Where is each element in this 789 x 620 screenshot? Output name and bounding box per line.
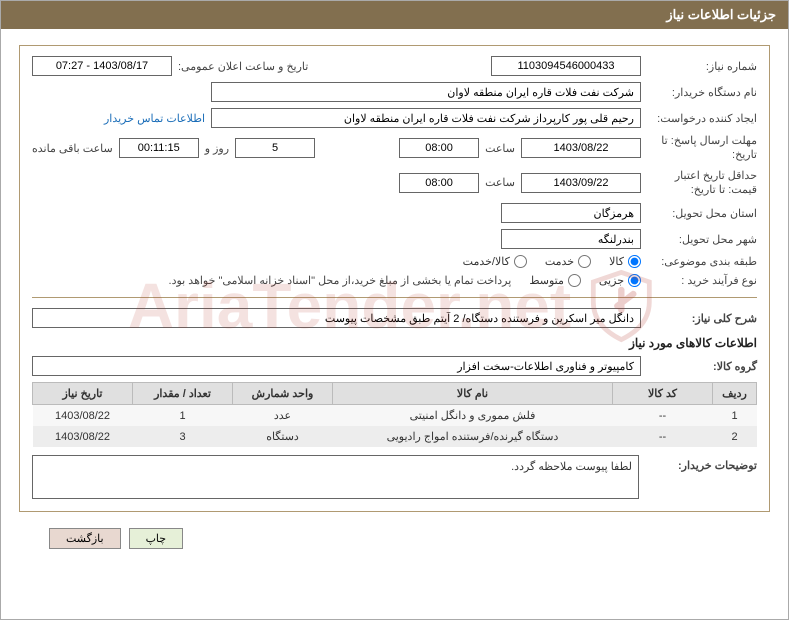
label-province: استان محل تحویل:	[647, 207, 757, 220]
row-purchase-type: نوع فرآیند خرید : جزیی متوسط پرداخت تمام…	[32, 274, 757, 287]
row-buyer-org: نام دستگاه خریدار:	[32, 82, 757, 102]
page-container: جزئیات اطلاعات نیاز شماره نیاز: تاریخ و …	[0, 0, 789, 620]
row-summary: شرح کلی نیاز:	[32, 308, 757, 328]
label-hour-2: ساعت	[485, 176, 515, 189]
table-cell-idx: 2	[713, 426, 757, 447]
table-cell-unit: دستگاه	[233, 426, 333, 447]
table-cell-unit: عدد	[233, 405, 333, 427]
row-city: شهر محل تحویل:	[32, 229, 757, 249]
province-input[interactable]	[501, 203, 641, 223]
label-need-number: شماره نیاز:	[647, 60, 757, 73]
contact-link[interactable]: اطلاعات تماس خریدار	[104, 112, 205, 125]
th-date: تاریخ نیاز	[33, 383, 133, 405]
deadline-remain-input[interactable]	[119, 138, 199, 158]
row-deadline: مهلت ارسال پاسخ: تا تاریخ: ساعت روز و سا…	[32, 134, 757, 163]
label-purchase-type: نوع فرآیند خرید :	[647, 274, 757, 287]
title-text: جزئیات اطلاعات نیاز	[666, 7, 776, 22]
row-need-number: شماره نیاز: تاریخ و ساعت اعلان عمومی:	[32, 56, 757, 76]
table-cell-code: --	[613, 426, 713, 447]
label-deadline: مهلت ارسال پاسخ: تا تاریخ:	[647, 134, 757, 163]
table-cell-qty: 1	[133, 405, 233, 427]
table-cell-date: 1403/08/22	[33, 426, 133, 447]
table-cell-name: فلش مموری و دانگل امنیتی	[333, 405, 613, 427]
label-announce-datetime: تاریخ و ساعت اعلان عمومی:	[178, 60, 308, 73]
radio-pur-0[interactable]	[628, 274, 641, 287]
th-code: کد کالا	[613, 383, 713, 405]
radio-cat-2[interactable]	[514, 255, 527, 268]
validity-date-input[interactable]	[521, 173, 641, 193]
row-category: طبقه بندی موضوعی: کالا خدمت کالا/خدمت	[32, 255, 757, 268]
payment-note: پرداخت تمام یا بخشی از مبلغ خرید،از محل …	[169, 274, 512, 287]
deadline-hour-input[interactable]	[399, 138, 479, 158]
label-goods-group: گروه کالا:	[647, 360, 757, 373]
table-cell-code: --	[613, 405, 713, 427]
table-cell-date: 1403/08/22	[33, 405, 133, 427]
table-cell-name: دستگاه گیرنده/فرستنده امواج رادیویی	[333, 426, 613, 447]
row-province: استان محل تحویل:	[32, 203, 757, 223]
city-input[interactable]	[501, 229, 641, 249]
buyer-notes-box[interactable]: لطفا پیوست ملاحظه گردد.	[32, 455, 639, 499]
label-remaining: ساعت باقی مانده	[32, 142, 113, 155]
radio-pur-1[interactable]	[568, 274, 581, 287]
radio-purchase-minor[interactable]: جزیی	[599, 274, 641, 287]
row-validity: حداقل تاریخ اعتبار قیمت: تا تاریخ: ساعت	[32, 169, 757, 198]
content-area: شماره نیاز: تاریخ و ساعت اعلان عمومی: نا…	[1, 29, 788, 561]
table-cell-qty: 3	[133, 426, 233, 447]
label-buyer-notes: توضیحات خریدار:	[647, 455, 757, 472]
form-panel: شماره نیاز: تاریخ و ساعت اعلان عمومی: نا…	[19, 45, 770, 512]
table-cell-idx: 1	[713, 405, 757, 427]
th-name: نام کالا	[333, 383, 613, 405]
label-city: شهر محل تحویل:	[647, 233, 757, 246]
th-qty: تعداد / مقدار	[133, 383, 233, 405]
goods-group-input[interactable]	[32, 356, 641, 376]
row-goods-group: گروه کالا:	[32, 356, 757, 376]
button-row: چاپ بازگشت	[19, 522, 770, 553]
radio-category-service[interactable]: خدمت	[545, 255, 591, 268]
table-header-row: ردیف کد کالا نام کالا واحد شمارش تعداد /…	[33, 383, 757, 405]
radio-purchase-medium[interactable]: متوسط	[529, 274, 581, 287]
th-unit: واحد شمارش	[233, 383, 333, 405]
row-requester: ایجاد کننده درخواست: اطلاعات تماس خریدار	[32, 108, 757, 128]
radio-category-goods[interactable]: کالا	[609, 255, 641, 268]
th-idx: ردیف	[713, 383, 757, 405]
title-bar: جزئیات اطلاعات نیاز	[1, 1, 788, 29]
separator-1	[32, 297, 757, 298]
purchase-radio-group: جزیی متوسط	[529, 274, 641, 287]
label-days-and: روز و	[205, 142, 229, 155]
deadline-days-input[interactable]	[235, 138, 315, 158]
requester-input[interactable]	[211, 108, 641, 128]
label-requester: ایجاد کننده درخواست:	[647, 112, 757, 125]
radio-cat-0[interactable]	[628, 255, 641, 268]
print-button[interactable]: چاپ	[129, 528, 184, 549]
table-row: 2--دستگاه گیرنده/فرستنده امواج رادیوییدس…	[33, 426, 757, 447]
validity-hour-input[interactable]	[399, 173, 479, 193]
row-buyer-notes: توضیحات خریدار: لطفا پیوست ملاحظه گردد.	[32, 455, 757, 499]
buyer-org-input[interactable]	[211, 82, 641, 102]
label-category: طبقه بندی موضوعی:	[647, 255, 757, 268]
deadline-date-input[interactable]	[521, 138, 641, 158]
label-hour-1: ساعت	[485, 142, 515, 155]
radio-category-both[interactable]: کالا/خدمت	[463, 255, 527, 268]
radio-cat-1[interactable]	[578, 255, 591, 268]
table-row: 1--فلش مموری و دانگل امنیتیعدد11403/08/2…	[33, 405, 757, 427]
category-radio-group: کالا خدمت کالا/خدمت	[463, 255, 641, 268]
back-button[interactable]: بازگشت	[49, 528, 121, 549]
label-validity: حداقل تاریخ اعتبار قیمت: تا تاریخ:	[647, 169, 757, 198]
label-summary: شرح کلی نیاز:	[647, 312, 757, 325]
summary-input[interactable]	[32, 308, 641, 328]
section-goods-info: اطلاعات کالاهای مورد نیاز	[32, 336, 757, 350]
need-number-input[interactable]	[491, 56, 641, 76]
items-table: ردیف کد کالا نام کالا واحد شمارش تعداد /…	[32, 382, 757, 447]
announce-datetime-input[interactable]	[32, 56, 172, 76]
label-buyer-org: نام دستگاه خریدار:	[647, 86, 757, 99]
